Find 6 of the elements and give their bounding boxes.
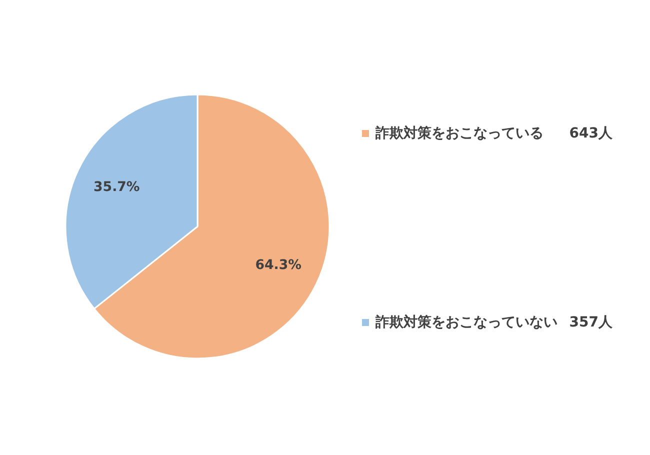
legend-label: 詐欺対策をおこなっている <box>374 124 544 142</box>
text: 357人 <box>569 314 614 330</box>
legend-label: 詐欺対策をおこなっていない <box>374 314 558 330</box>
data-label: 64.3% <box>255 258 302 273</box>
text: 643人 <box>569 126 614 142</box>
data-label: 35.7% <box>94 180 140 196</box>
